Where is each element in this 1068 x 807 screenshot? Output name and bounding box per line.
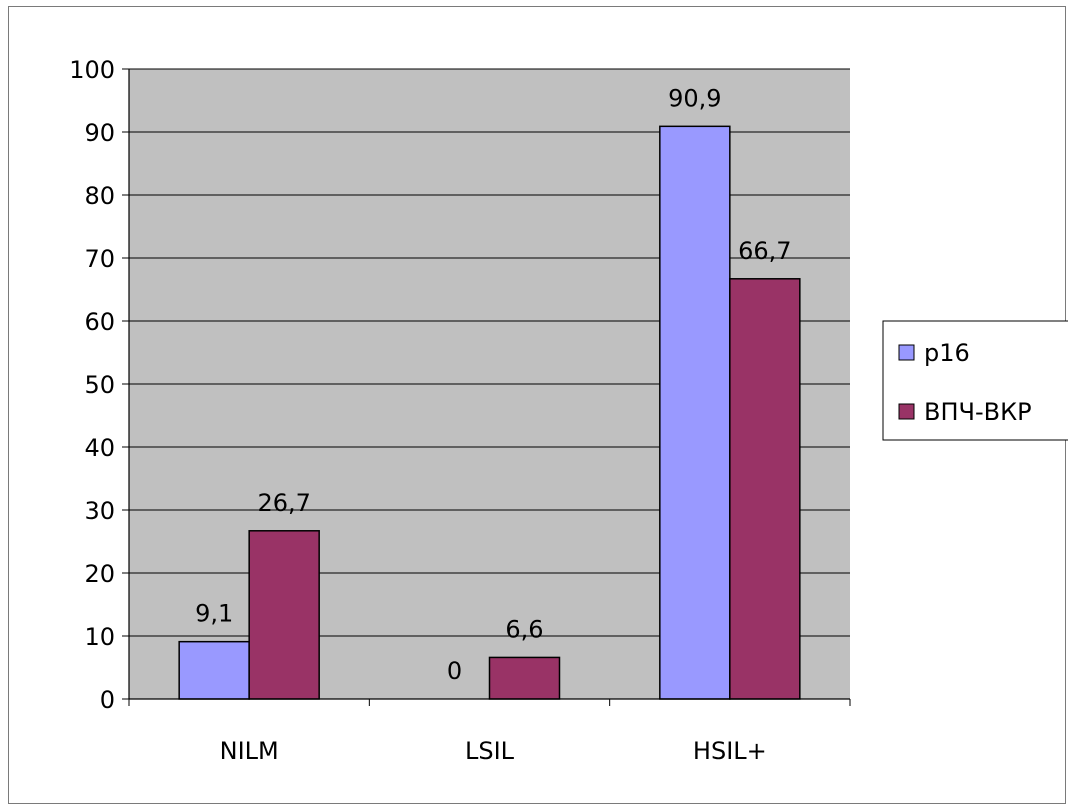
y-tick-label: 20 bbox=[84, 560, 115, 588]
data-labels: 9,1 26,7 0 6,6 90,9 66,7 bbox=[195, 84, 791, 685]
x-category-label: HSIL+ bbox=[693, 737, 767, 765]
x-category-label: NILM bbox=[220, 737, 279, 765]
y-tick-label: 100 bbox=[69, 56, 115, 84]
data-label: 66,7 bbox=[738, 237, 791, 265]
legend: p16 ВПЧ-ВКР bbox=[882, 320, 1068, 441]
y-tick-label: 10 bbox=[84, 623, 115, 651]
y-tick-label: 30 bbox=[84, 497, 115, 525]
legend-swatch-p16 bbox=[898, 344, 915, 361]
data-label: 0 bbox=[447, 657, 462, 685]
x-category-label: LSIL bbox=[465, 737, 515, 765]
bar-ВПЧ-ВКР-HSIL+ bbox=[729, 278, 801, 700]
data-label: 6,6 bbox=[505, 615, 543, 643]
data-label: 90,9 bbox=[668, 84, 721, 112]
y-tick-label: 40 bbox=[84, 434, 115, 462]
bar-ВПЧ-ВКР-LSIL bbox=[488, 656, 561, 700]
y-tick-label: 90 bbox=[84, 119, 115, 147]
data-label: 9,1 bbox=[195, 600, 233, 628]
y-tick-label: 50 bbox=[84, 371, 115, 399]
bar-ВПЧ-ВКР-NILM bbox=[248, 530, 320, 700]
bars bbox=[178, 125, 801, 700]
y-axis-ticks: 0 10 20 30 40 50 60 70 80 90 100 bbox=[69, 56, 129, 714]
legend-swatch-vpch bbox=[898, 403, 915, 420]
x-axis-categories: NILM LSIL HSIL+ bbox=[128, 699, 851, 765]
y-tick-label: 60 bbox=[84, 308, 115, 336]
bar-p16-NILM bbox=[178, 640, 250, 700]
y-tick-label: 80 bbox=[84, 182, 115, 210]
legend-label-vpch: ВПЧ-ВКР bbox=[924, 398, 1032, 426]
bar-p16-HSIL+ bbox=[659, 125, 731, 700]
legend-label-p16: p16 bbox=[924, 339, 970, 367]
data-label: 26,7 bbox=[257, 489, 310, 517]
legend-box bbox=[882, 320, 1068, 441]
y-tick-label: 70 bbox=[84, 245, 115, 273]
y-tick-label: 0 bbox=[100, 686, 115, 714]
